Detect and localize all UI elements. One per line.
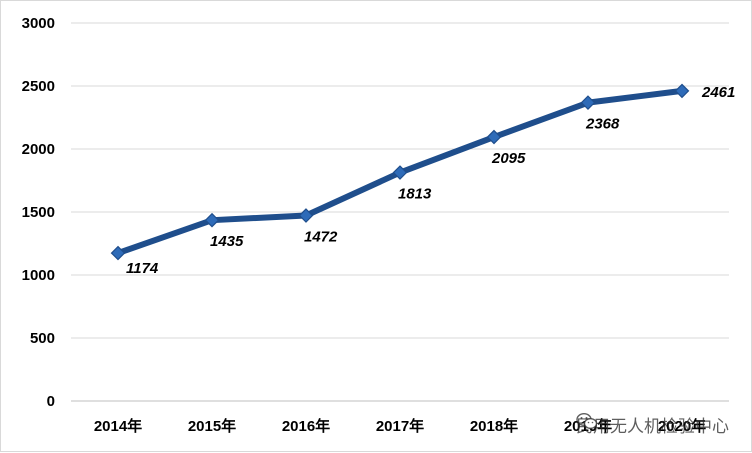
data-label: 1813 [398,186,432,203]
data-label: 2368 [585,116,620,133]
y-tick-label: 0 [47,393,55,410]
y-tick-label: 1500 [22,204,55,221]
y-tick-label: 1000 [22,267,55,284]
x-tick-label: 2014年 [94,417,142,435]
x-tick-label: 2015年 [188,417,236,435]
data-label: 2095 [491,150,526,167]
x-tick-label: 2020年 [658,417,706,435]
x-tick-label: 2017年 [376,417,424,435]
x-tick-label: 2016年 [282,417,330,435]
data-point-marker [392,165,408,180]
data-point-marker [298,208,314,223]
wechat-icon [576,412,598,430]
y-tick-label: 500 [30,330,55,347]
y-tick-label: 2500 [22,78,55,95]
watermark-text: 民用无人机检验中心 [576,417,729,437]
watermark: 民用无人机检验中心 [576,412,729,437]
data-point-marker [580,95,596,110]
data-point-marker [674,83,690,99]
y-tick-label: 2000 [22,141,55,158]
data-point-marker [204,212,220,228]
data-label: 2461 [701,84,735,101]
data-label: 1435 [210,233,244,250]
y-tick-label: 3000 [22,15,55,32]
data-point-marker [486,129,502,145]
data-point-marker [110,245,126,261]
data-label: 1472 [304,229,338,246]
data-label: 1174 [126,260,159,277]
x-tick-label: 2018年 [470,417,518,435]
